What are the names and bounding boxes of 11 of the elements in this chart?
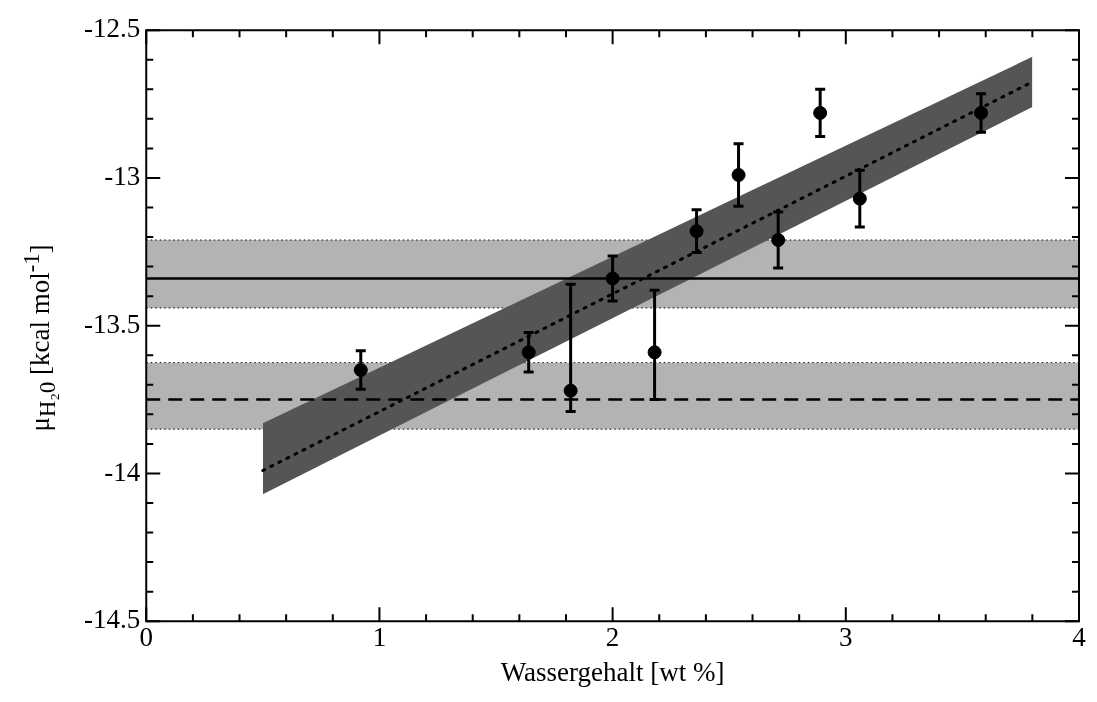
y-tick-label: -13 — [104, 161, 141, 192]
y-tick-label: -12.5 — [83, 13, 141, 44]
x-tick-label: 3 — [839, 622, 853, 653]
y-tick-label: -13.5 — [83, 308, 141, 339]
y-tick-label: -14 — [104, 456, 141, 487]
x-tick-label: 0 — [139, 622, 153, 653]
x-tick-label: 2 — [605, 622, 620, 653]
y-tick-label: -14.5 — [83, 604, 141, 635]
x-tick-label: 1 — [372, 622, 387, 653]
x-tick-label: 4 — [1072, 622, 1087, 653]
x-axis-title: Wassergehalt [wt %] — [500, 656, 725, 687]
